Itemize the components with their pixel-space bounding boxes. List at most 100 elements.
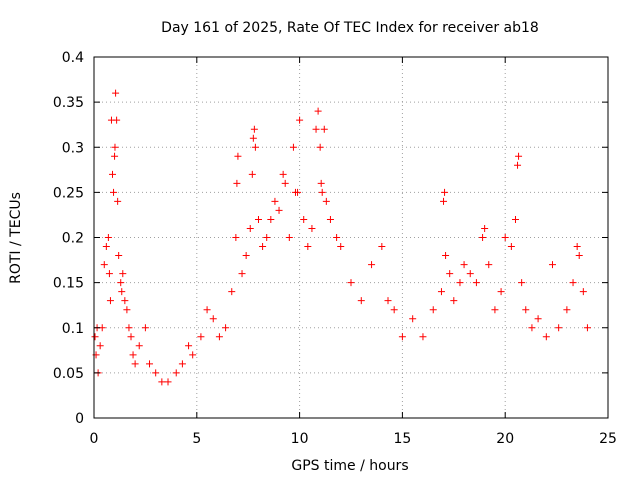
data-point <box>357 297 365 305</box>
data-point <box>233 179 241 187</box>
data-point <box>279 170 287 178</box>
data-point <box>304 243 312 251</box>
data-point <box>528 324 536 332</box>
data-point <box>110 188 118 196</box>
data-point <box>320 125 328 133</box>
data-point <box>481 224 489 232</box>
data-point <box>333 234 341 241</box>
data-point <box>300 215 308 223</box>
data-point <box>242 252 250 260</box>
data-point <box>102 243 110 251</box>
data-point <box>294 188 302 196</box>
data-point <box>326 215 334 223</box>
data-point <box>104 234 112 241</box>
data-point <box>317 179 325 187</box>
data-point <box>314 107 322 115</box>
data-point <box>232 234 240 241</box>
data-point <box>442 252 450 260</box>
data-point <box>534 315 542 323</box>
y-tick-label: 0 <box>75 411 84 427</box>
data-point <box>109 170 117 178</box>
data-point <box>178 360 186 368</box>
data-point <box>563 306 571 314</box>
data-point <box>337 243 345 251</box>
data-point <box>100 261 108 269</box>
data-point <box>466 270 474 278</box>
data-point <box>158 378 166 386</box>
x-tick-label: 5 <box>192 431 201 447</box>
data-point <box>511 215 519 223</box>
data-point <box>111 152 119 160</box>
data-point <box>119 270 127 278</box>
data-point <box>485 261 493 269</box>
data-point <box>117 279 125 287</box>
y-tick-label: 0.4 <box>62 50 84 66</box>
data-point <box>501 234 509 241</box>
data-point <box>189 351 197 359</box>
data-point <box>131 360 139 368</box>
data-point <box>429 306 437 314</box>
data-point <box>548 261 556 269</box>
data-point <box>514 161 522 169</box>
data-point <box>115 252 123 260</box>
x-tick-label: 15 <box>393 431 411 447</box>
data-point <box>121 297 129 305</box>
data-point <box>569 279 577 287</box>
x-tick-label: 10 <box>291 431 309 447</box>
data-point <box>263 234 271 241</box>
data-point <box>384 297 392 305</box>
data-point <box>203 306 211 314</box>
data-point <box>296 116 304 124</box>
data-point <box>409 315 417 323</box>
data-point <box>234 152 242 160</box>
data-point <box>441 188 449 196</box>
data-point <box>491 306 499 314</box>
data-point <box>322 197 330 205</box>
data-point <box>347 279 355 287</box>
data-point <box>555 324 563 332</box>
data-point <box>456 279 464 287</box>
data-point <box>460 261 468 269</box>
data-point <box>440 197 448 205</box>
data-point <box>111 143 119 151</box>
data-point <box>308 224 316 232</box>
data-point <box>215 333 223 341</box>
data-point <box>152 369 160 377</box>
data-point <box>390 306 398 314</box>
data-point <box>251 143 259 151</box>
data-point <box>250 125 258 133</box>
data-point <box>123 306 131 314</box>
chart-title: Day 161 of 2025, Rate Of TEC Index for r… <box>161 20 539 36</box>
data-point <box>141 324 149 332</box>
data-point <box>267 215 275 223</box>
axis-ticks: 0 5 10 15 20 25 0 0.05 0.1 0.15 0.2 0.25 0.3 0.35 0.4 <box>53 50 617 447</box>
data-point <box>125 324 133 332</box>
data-point <box>91 333 99 341</box>
data-point <box>450 297 458 305</box>
x-tick-label: 20 <box>496 431 514 447</box>
data-point <box>113 116 121 124</box>
data-point <box>472 279 480 287</box>
data-point <box>378 243 386 251</box>
data-point <box>112 89 120 97</box>
data-points <box>91 89 591 386</box>
data-point <box>583 324 591 332</box>
data-point <box>518 279 526 287</box>
data-point <box>105 270 113 278</box>
data-point <box>228 288 236 296</box>
data-point <box>507 243 515 251</box>
data-point <box>579 288 587 296</box>
x-tick-label: 0 <box>90 431 99 447</box>
y-axis-label: ROTI / TECUs <box>8 192 24 284</box>
data-point <box>222 324 230 332</box>
data-point <box>515 152 523 160</box>
data-point <box>522 306 530 314</box>
data-point <box>185 342 193 350</box>
data-point <box>238 270 246 278</box>
data-point <box>127 333 135 341</box>
data-point <box>271 197 279 205</box>
y-tick-label: 0.25 <box>53 185 84 201</box>
x-axis-label: GPS time / hours <box>291 458 408 474</box>
data-point <box>248 170 256 178</box>
